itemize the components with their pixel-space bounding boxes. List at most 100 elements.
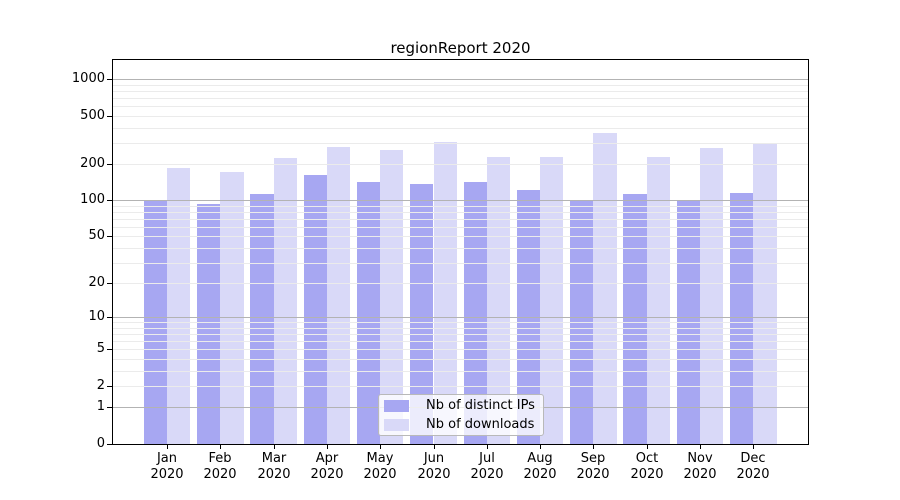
gridline-minor-2 [113, 386, 808, 387]
x-label-month: Jun [423, 451, 445, 466]
y-tick-20 [107, 283, 112, 284]
plot-area [112, 59, 809, 445]
gridline-minor-7 [113, 334, 808, 335]
x-label-year: 2020 [150, 467, 184, 482]
bar-distinct-ips-mar [250, 193, 274, 444]
gridline-minor-4 [113, 359, 808, 360]
bar-distinct-ips-apr [303, 175, 327, 444]
x-label-jan: Jan 2020 [139, 451, 195, 483]
x-label-year: 2020 [363, 467, 397, 482]
legend: Nb of distinct IPs Nb of downloads [378, 394, 544, 436]
bar-downloads-sep [593, 133, 617, 444]
x-label-month: Feb [208, 451, 232, 466]
x-label-dec: Dec 2020 [725, 451, 781, 483]
x-label-jul: Jul 2020 [459, 451, 515, 483]
y-tick-label-10: 10 [88, 309, 105, 324]
x-label-month: Oct [635, 451, 659, 466]
bar-downloads-apr [326, 146, 351, 444]
gridline-minor-800 [113, 91, 808, 92]
y-tick-0 [107, 444, 112, 445]
chart-title: regionReport 2020 [390, 39, 531, 57]
gridlines-layer [113, 60, 808, 444]
legend-row-distinct-ips: Nb of distinct IPs [384, 398, 543, 414]
x-label-year: 2020 [257, 467, 291, 482]
bar-downloads-mar [273, 158, 297, 444]
y-tick-label-1000: 1000 [71, 71, 105, 86]
x-label-month: Nov [687, 451, 713, 466]
gridline-minor-8 [113, 328, 808, 329]
gridline-minor-500 [113, 116, 808, 117]
legend-swatch-distinct-ips [384, 399, 409, 412]
x-tick-aug [540, 445, 541, 449]
y-tick-2 [107, 386, 112, 387]
legend-swatch-downloads [384, 418, 409, 431]
x-tick-nov [700, 445, 701, 449]
y-tick-200 [107, 164, 112, 165]
bar-distinct-ips-oct [623, 193, 647, 444]
x-label-month: Dec [740, 451, 766, 466]
y-tick-label-20: 20 [88, 275, 105, 290]
gridline-minor-50 [113, 236, 808, 237]
x-label-sep: Sep 2020 [565, 451, 621, 483]
bar-distinct-ips-may [356, 181, 381, 444]
bar-downloads-feb [220, 171, 244, 444]
y-tick-5 [107, 349, 112, 350]
gridline-minor-3 [113, 371, 808, 372]
gridline-minor-60 [113, 227, 808, 228]
x-tick-jul [487, 445, 488, 449]
x-label-apr: Apr 2020 [299, 451, 355, 483]
gridline-minor-300 [113, 143, 808, 144]
x-label-month: Aug [527, 451, 553, 466]
bar-downloads-dec [753, 143, 777, 444]
x-label-month: Mar [261, 451, 287, 466]
gridline-minor-40 [113, 248, 808, 249]
x-label-month: Apr [315, 451, 339, 466]
x-label-year: 2020 [576, 467, 610, 482]
x-label-year: 2020 [523, 467, 557, 482]
x-label-aug: Aug 2020 [512, 451, 568, 483]
x-label-feb: Feb 2020 [192, 451, 248, 483]
gridline-minor-30 [113, 263, 808, 264]
x-tick-oct [647, 445, 648, 449]
bar-downloads-aug [540, 156, 564, 444]
bar-distinct-ips-dec [730, 192, 754, 444]
gridline-minor-5 [113, 349, 808, 350]
x-label-oct: Oct 2020 [619, 451, 675, 483]
x-label-mar: Mar 2020 [246, 451, 302, 483]
x-tick-jan [167, 445, 168, 449]
bars-layer [113, 60, 808, 444]
y-tick-500 [107, 116, 112, 117]
x-tick-jun [434, 445, 435, 449]
y-tick-label-5: 5 [96, 341, 105, 356]
bar-downloads-jul [486, 157, 511, 444]
x-label-year: 2020 [470, 467, 504, 482]
x-tick-sep [593, 445, 594, 449]
legend-label-downloads: Nb of downloads [426, 416, 535, 432]
x-label-year: 2020 [417, 467, 451, 482]
y-tick-label-100: 100 [80, 192, 105, 207]
x-label-year: 2020 [203, 467, 237, 482]
x-label-year: 2020 [736, 467, 770, 482]
gridline-minor-600 [113, 106, 808, 107]
legend-label-distinct-ips: Nb of distinct IPs [426, 397, 535, 413]
gridline-decade-1000 [113, 79, 808, 80]
gridline-minor-9 [113, 322, 808, 323]
x-tick-dec [753, 445, 754, 449]
x-tick-mar [274, 445, 275, 449]
x-label-month: May [366, 451, 394, 466]
bar-distinct-ips-jul [463, 182, 487, 444]
y-tick-50 [107, 236, 112, 237]
x-tick-apr [327, 445, 328, 449]
y-tick-label-2: 2 [96, 378, 105, 393]
x-label-month: Sep [580, 451, 606, 466]
x-label-year: 2020 [630, 467, 664, 482]
y-tick-label-0: 0 [96, 436, 105, 451]
gridline-minor-6 [113, 341, 808, 342]
x-label-may: May 2020 [352, 451, 408, 483]
gridline-minor-80 [113, 212, 808, 213]
y-tick-label-50: 50 [88, 228, 105, 243]
x-tick-may [380, 445, 381, 449]
y-tick-100 [107, 200, 112, 201]
gridline-minor-200 [113, 164, 808, 165]
bar-downloads-may [380, 150, 404, 444]
